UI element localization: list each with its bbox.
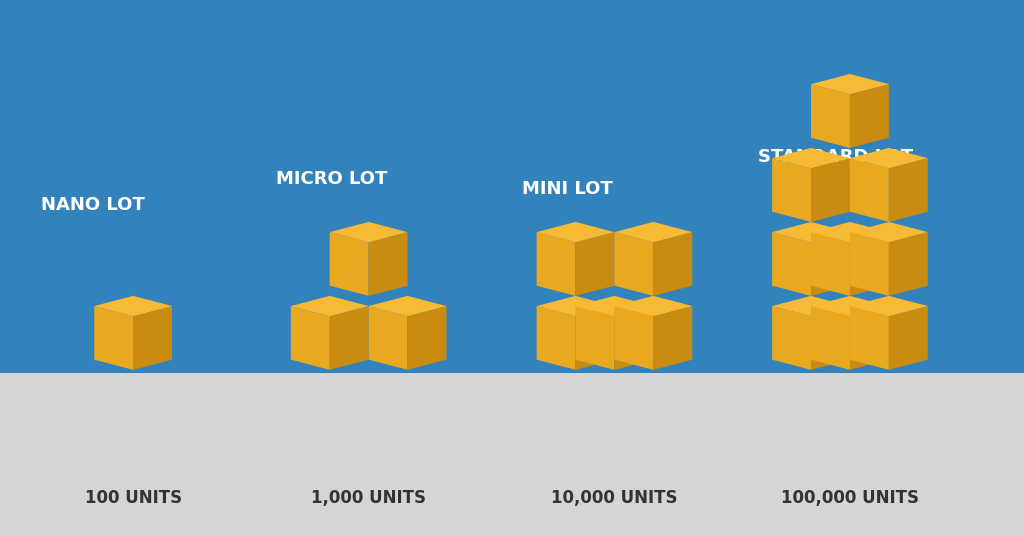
Polygon shape: [850, 222, 928, 242]
Polygon shape: [408, 306, 446, 370]
Polygon shape: [889, 232, 928, 296]
Polygon shape: [537, 296, 614, 316]
Text: NANO LOT: NANO LOT: [41, 196, 144, 214]
Polygon shape: [369, 306, 408, 370]
Polygon shape: [291, 296, 369, 316]
Polygon shape: [575, 232, 614, 296]
Polygon shape: [537, 222, 614, 242]
Polygon shape: [614, 306, 653, 370]
Polygon shape: [772, 306, 811, 370]
Polygon shape: [850, 232, 889, 296]
Polygon shape: [653, 232, 692, 296]
Polygon shape: [850, 158, 889, 222]
Text: 100 UNITS: 100 UNITS: [85, 488, 181, 507]
Polygon shape: [811, 296, 889, 316]
Polygon shape: [133, 306, 172, 370]
Polygon shape: [772, 222, 850, 242]
Polygon shape: [575, 306, 614, 370]
Polygon shape: [811, 306, 850, 370]
Polygon shape: [811, 306, 850, 370]
Text: 1,000 UNITS: 1,000 UNITS: [311, 488, 426, 507]
Polygon shape: [653, 306, 692, 370]
Polygon shape: [850, 84, 889, 148]
Text: 10,000 UNITS: 10,000 UNITS: [551, 488, 678, 507]
Polygon shape: [575, 306, 614, 370]
Polygon shape: [811, 84, 850, 148]
Polygon shape: [811, 222, 889, 242]
Polygon shape: [772, 296, 850, 316]
Text: MINI LOT: MINI LOT: [522, 180, 613, 198]
Polygon shape: [889, 306, 928, 370]
Bar: [0, 0, 1024, 375]
Text: 100,000 UNITS: 100,000 UNITS: [781, 488, 919, 507]
Polygon shape: [811, 232, 850, 296]
Polygon shape: [850, 232, 889, 296]
Polygon shape: [772, 158, 811, 222]
Polygon shape: [94, 296, 172, 316]
Polygon shape: [850, 306, 889, 370]
Polygon shape: [772, 148, 850, 168]
Polygon shape: [889, 158, 928, 222]
Polygon shape: [94, 306, 133, 370]
Polygon shape: [330, 222, 408, 242]
Polygon shape: [850, 296, 928, 316]
Polygon shape: [369, 296, 446, 316]
Polygon shape: [330, 306, 369, 370]
Text: MICRO LOT: MICRO LOT: [276, 169, 388, 188]
Polygon shape: [291, 306, 330, 370]
Polygon shape: [811, 74, 889, 94]
Polygon shape: [811, 158, 850, 222]
Polygon shape: [537, 232, 575, 296]
Polygon shape: [772, 232, 811, 296]
Polygon shape: [614, 222, 692, 242]
Text: STANDARD LOT: STANDARD LOT: [758, 148, 912, 166]
Polygon shape: [614, 306, 653, 370]
Polygon shape: [614, 232, 653, 296]
Polygon shape: [330, 232, 369, 296]
Polygon shape: [850, 306, 889, 370]
Polygon shape: [537, 306, 575, 370]
Polygon shape: [811, 232, 850, 296]
Polygon shape: [614, 296, 692, 316]
Polygon shape: [850, 148, 928, 168]
Bar: [0, 373, 1024, 536]
Polygon shape: [369, 232, 408, 296]
Polygon shape: [575, 296, 653, 316]
